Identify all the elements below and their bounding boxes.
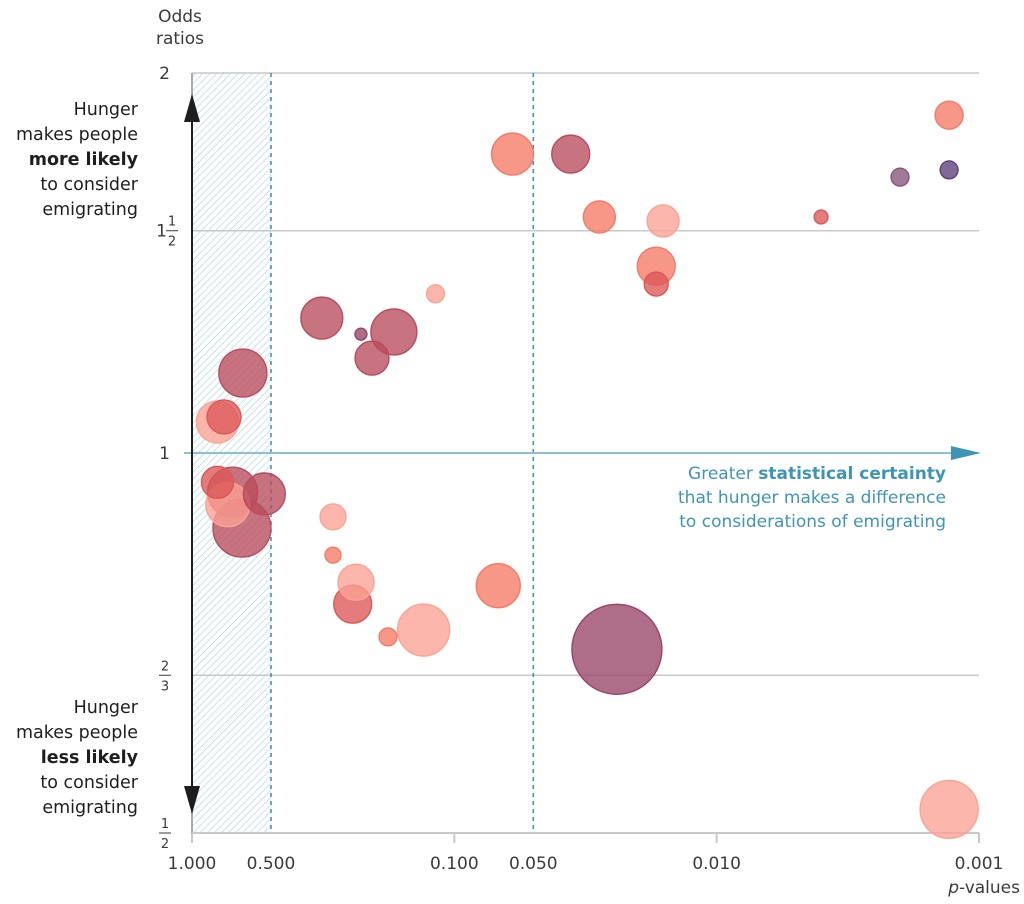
annotation-line: Hunger [73,100,138,120]
annotation-more-likely: Hunger makes people more likely to consi… [16,98,138,223]
bubble-point [643,271,669,297]
y-tick-denominator: 3 [161,679,169,694]
annotation-line: emigrating [42,200,138,220]
bubble-point [218,348,268,398]
bubble-point [475,563,521,609]
annotation-line: to consider [40,175,138,195]
bubble-point [934,100,964,130]
y-tick-whole: 1 [156,222,167,242]
bubble-point [919,779,979,840]
x-tick-label: 0.100 [430,854,479,874]
y-tick-denominator: 2 [161,837,169,852]
y-tick-numerator: 1 [161,817,169,832]
bubble-point [571,603,663,696]
x-axis-title: p-values [947,878,1020,898]
annotation-less-likely: Hunger makes people less likely to consi… [16,696,138,821]
arrow-down-icon [184,786,200,814]
bubble-point [425,284,446,304]
y-tick-label: 23 [159,659,171,694]
bubble-point [354,340,390,376]
annotation-line: emigrating [42,798,138,818]
arrow-right-icon [951,446,981,460]
y-tick-numerator: 1 [168,215,176,230]
x-tick-label: 1.000 [168,854,217,874]
bubble-point [551,134,591,174]
bubble-point [370,308,418,356]
annotation-line: makes people [15,125,138,145]
y-axis-title-line1: Odds [158,7,202,27]
bubble-point [646,204,680,238]
x-tick-label: 0.001 [955,854,1004,874]
annotation-bold: more likely [28,150,138,170]
annotation-line: to considerations of emigrating [679,512,946,532]
arrow-up-icon [184,94,200,122]
bubble-point [206,399,242,435]
annotation-bold: less likely [40,748,138,768]
bubble-point [319,503,347,531]
annotation-line: to consider [40,773,138,793]
bubble-point [890,167,910,187]
bubble-point [378,627,398,647]
y-tick-numerator: 2 [161,659,169,674]
annotation-line: that hunger makes a difference [678,488,946,508]
annotation-line: Greater statistical certainty [688,464,946,484]
bubble-point [396,603,451,657]
bubble-point [200,465,235,499]
bubble-point [813,209,829,225]
bubble-point [490,132,535,176]
y-axis-title-line2: ratios [155,29,205,49]
bubble-point [300,296,344,340]
bubble-point [324,546,342,564]
annotation-line: makes people [15,723,138,743]
annotation-line: Hunger [73,698,138,718]
y-tick-label: 1 12 [156,215,178,250]
x-tick-label: 0.050 [509,854,558,874]
x-tick-label: 0.010 [692,854,741,874]
x-tick-label: 0.500 [247,854,296,874]
y-tick-denominator: 2 [168,235,176,250]
annotation-statistical-certainty: Greater statistical certainty that hunge… [678,462,946,534]
bubble-point [337,563,375,601]
y-tick-label: 1 [159,444,170,464]
bubble-point [582,200,617,234]
bubble-point [242,472,287,516]
y-tick-value: 1 [159,444,170,464]
y-tick-label: 2 [159,64,170,84]
y-axis-title: Odds ratios [140,6,220,50]
y-tick-label: 12 [159,817,171,852]
bubble-point [354,327,368,341]
y-tick-value: 2 [159,64,170,84]
bubble-point [939,160,959,180]
